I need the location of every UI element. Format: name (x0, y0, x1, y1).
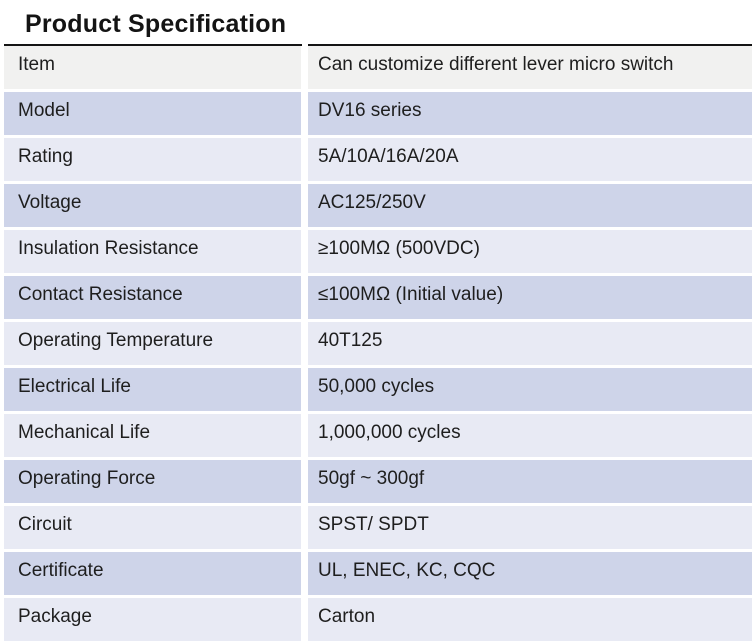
row-label: Circuit (4, 506, 308, 552)
row-value: 5A/10A/16A/20A (308, 138, 752, 184)
table-row: Contact Resistance ≤100MΩ (Initial value) (4, 276, 752, 322)
row-value: 50gf ~ 300gf (308, 460, 752, 506)
table-row: Item Can customize different lever micro … (4, 46, 752, 92)
row-value: SPST/ SPDT (308, 506, 752, 552)
row-value: 1,000,000 cycles (308, 414, 752, 460)
page-title: Product Specification (25, 10, 287, 38)
spec-table-grid: Item Can customize different lever micro … (4, 46, 752, 644)
spec-table: Item Can customize different lever micro … (4, 44, 752, 644)
row-value: ≥100MΩ (500VDC) (308, 230, 752, 276)
row-label: Item (4, 46, 308, 92)
table-row: Model DV16 series (4, 92, 752, 138)
top-border-gap (302, 44, 308, 46)
table-row: Circuit SPST/ SPDT (4, 506, 752, 552)
table-row: Operating Temperature 40T125 (4, 322, 752, 368)
row-label: Rating (4, 138, 308, 184)
row-value: UL, ENEC, KC, CQC (308, 552, 752, 598)
row-value: Can customize different lever micro swit… (308, 46, 752, 92)
row-label: Certificate (4, 552, 308, 598)
table-row: Certificate UL, ENEC, KC, CQC (4, 552, 752, 598)
table-row: Rating 5A/10A/16A/20A (4, 138, 752, 184)
row-value: DV16 series (308, 92, 752, 138)
row-value: Carton (308, 598, 752, 644)
row-label: Insulation Resistance (4, 230, 308, 276)
row-label: Contact Resistance (4, 276, 308, 322)
row-label: Model (4, 92, 308, 138)
spec-table-body: Item Can customize different lever micro … (4, 46, 752, 644)
table-row: Mechanical Life 1,000,000 cycles (4, 414, 752, 460)
table-row: Electrical Life 50,000 cycles (4, 368, 752, 414)
row-value: AC125/250V (308, 184, 752, 230)
row-value: ≤100MΩ (Initial value) (308, 276, 752, 322)
row-value: 40T125 (308, 322, 752, 368)
row-label: Voltage (4, 184, 308, 230)
row-label: Operating Force (4, 460, 308, 506)
row-label: Mechanical Life (4, 414, 308, 460)
row-value: 50,000 cycles (308, 368, 752, 414)
table-row: Voltage AC125/250V (4, 184, 752, 230)
row-label: Package (4, 598, 308, 644)
table-row: Operating Force 50gf ~ 300gf (4, 460, 752, 506)
table-row: Insulation Resistance ≥100MΩ (500VDC) (4, 230, 752, 276)
row-label: Operating Temperature (4, 322, 308, 368)
table-row: Package Carton (4, 598, 752, 644)
row-label: Electrical Life (4, 368, 308, 414)
